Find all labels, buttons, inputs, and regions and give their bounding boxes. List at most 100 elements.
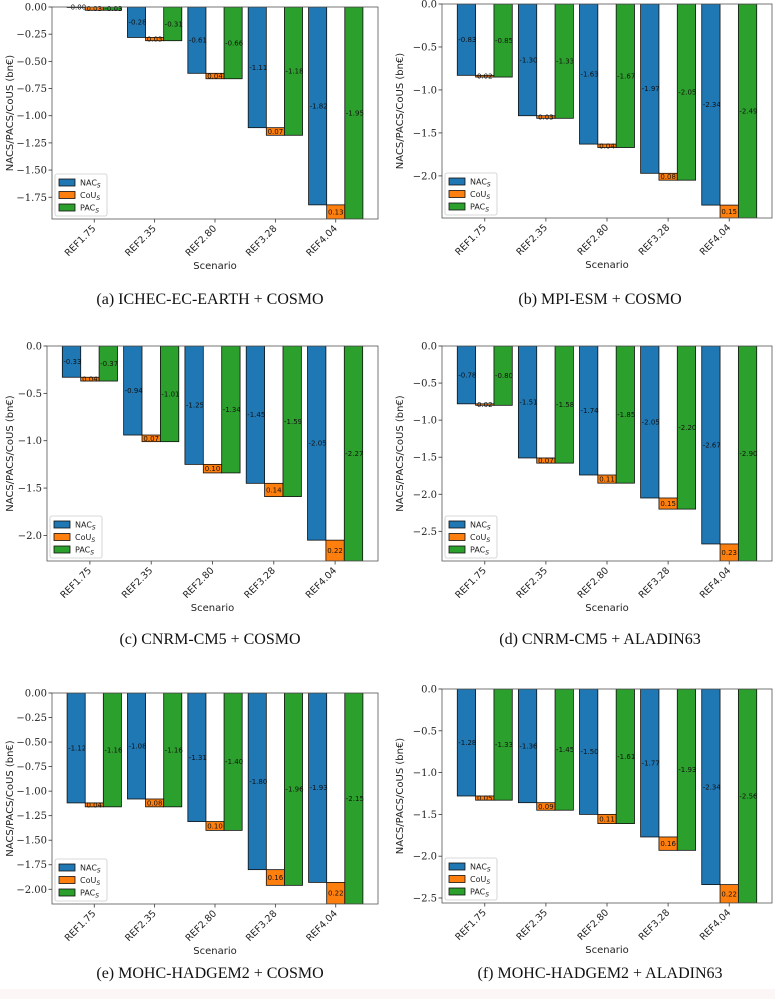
chart-d: -0.78 0.02 -0.80 REF1.75 -1.51 0.07 -1.58 REF2.…: [395, 342, 773, 614]
legend-label-pac: PACS: [470, 203, 489, 214]
bar-label-nac: -1.82: [310, 102, 328, 110]
bar-pac: [737, 4, 758, 218]
bar-nac: [640, 346, 660, 499]
bar-nac: [456, 346, 477, 405]
legend-swatch-cou: [448, 190, 466, 198]
y-tick-label: −2.0: [413, 490, 437, 501]
bar-nac: [640, 4, 660, 174]
bar-label-nac: -1.12: [68, 744, 86, 752]
x-tick-label: REF2.80: [184, 223, 220, 259]
y-tick-label: −2.0: [18, 531, 42, 542]
panel-e: -1.12 0.04 -1.16 REF1.75 -1.08 0.08 -1.16 REF2.…: [0, 680, 390, 999]
y-tick-label: −1.0: [18, 436, 42, 447]
plot-frame: [441, 345, 773, 562]
bar-pac: [102, 7, 122, 11]
bar-nac: [247, 7, 267, 129]
x-tick-label: REF2.80: [181, 565, 217, 601]
bar-label-pac: -2.20: [678, 424, 696, 432]
x-tick-label: REF1.75: [453, 565, 489, 601]
bar-pac: [159, 346, 180, 443]
y-axis-label: NACS/PACS/CoUS (bn€): [395, 738, 406, 854]
x-tick-label: REF1.75: [453, 222, 489, 258]
bars-group: [66, 693, 364, 904]
bar-label-pac: -1.93: [678, 766, 696, 774]
bar-label-pac: -0.85: [495, 37, 513, 45]
caption-d: (d) CNRM-CM5 + ALADIN63: [499, 631, 701, 648]
legend-label-cou: CoUS: [80, 876, 100, 887]
bar-nac: [579, 689, 599, 815]
bar-nac: [123, 346, 143, 436]
bar-label-nac: -2.05: [642, 418, 660, 426]
x-tick-label: REF2.35: [514, 222, 550, 258]
page-bottom-band: [0, 989, 775, 999]
plot-frame: [441, 3, 773, 219]
bar-label-pac: -0.66: [225, 39, 244, 47]
legend-swatch-cou: [448, 875, 466, 883]
bar-label-nac: -2.34: [703, 783, 722, 791]
legend-label-pac: PACS: [80, 889, 99, 900]
bar-label-nac: -1.97: [642, 85, 660, 93]
bar-label-nac: -1.63: [581, 71, 599, 79]
bar-label-cou: 0.10: [207, 822, 223, 830]
bar-label-nac: -2.05: [309, 440, 327, 448]
bar-pac: [554, 4, 574, 119]
bar-pac: [284, 7, 303, 136]
legend-label-pac: PACS: [80, 204, 99, 215]
bar-label-cou: 0.04: [82, 376, 98, 384]
legend-swatch-nac: [448, 177, 466, 186]
x-axis-label: Scenario: [191, 603, 234, 614]
bar-label-pac: -1.45: [556, 746, 574, 754]
bar-label-pac: -0.31: [165, 20, 183, 28]
bar-label-cou: 0.07: [143, 435, 159, 443]
legend-label-cou: CoUS: [470, 190, 490, 201]
bar-label-nac: -1.25: [186, 402, 204, 410]
y-tick-label: −1.5: [18, 484, 42, 495]
bar-label-pac: -2.56: [739, 793, 758, 801]
bar-nac: [701, 689, 721, 886]
x-tick-label: REF4.04: [698, 907, 734, 943]
bar-label-pac: -1.16: [165, 746, 184, 754]
x-tick-label: REF3.28: [637, 222, 673, 258]
legend-label-pac: PACS: [470, 546, 489, 557]
bar-label-pac: -2.90: [739, 450, 757, 458]
bar-nac: [579, 346, 599, 476]
y-tick-label: −0.50: [16, 57, 47, 68]
chart-c: -0.33 0.04-0.37 REF1.75 -0.94 0.07 -1.01 REF2.…: [5, 342, 379, 614]
x-tick-label: REF1.75: [59, 565, 95, 601]
bar-label-pac: -1.61: [617, 753, 635, 761]
y-tick-label: −0.25: [16, 30, 47, 41]
x-tick-label: REF2.35: [123, 223, 159, 259]
bar-label-cou: 0.08: [660, 173, 676, 181]
panel-f: -1.28 0.05 -1.33 REF1.75 -1.36 0.09 -1.45 REF2.…: [390, 680, 775, 999]
bar-label-pac: -1.58: [556, 401, 574, 409]
y-tick-label: −1.5: [413, 810, 437, 821]
y-tick-label: −0.25: [16, 713, 47, 724]
bar-label-pac: -1.18: [285, 68, 303, 76]
bar-label-pac: -1.33: [556, 58, 574, 66]
legend-swatch-cou: [58, 876, 76, 884]
bar-nac: [307, 346, 327, 541]
bar-pac: [221, 346, 241, 474]
bar-label-cou: 0.13: [328, 208, 344, 216]
bar-label-cou: 0.04: [599, 142, 615, 150]
bar-label-cou: 0.07: [268, 128, 284, 136]
y-tick-label: 0.0: [421, 342, 437, 353]
y-axis-label: NACS/PACS/CoUS (bn€): [5, 740, 16, 856]
y-tick-label: −2.5: [413, 527, 437, 538]
panel-a: -0.00 0.03 -0.03 REF1.75 -0.28 0.03 -0.31 REF2.…: [0, 0, 390, 330]
bar-label-nac: -1.77: [642, 759, 660, 767]
bar-pac: [493, 346, 513, 406]
bar-label-nac: -2.34: [703, 101, 722, 109]
bar-label-pac: -1.96: [285, 786, 304, 794]
y-tick-label: −0.75: [16, 762, 47, 773]
bar-label-pac: -2.27: [345, 450, 363, 458]
bar-label-pac: -1.34: [223, 406, 242, 414]
legend-swatch-pac: [58, 203, 76, 212]
caption-e: (e) MOHC-HADGEM2 + COSMO: [96, 965, 324, 982]
legend-swatch-pac: [448, 545, 466, 554]
bar-nac: [184, 346, 204, 465]
legend-swatch-pac: [53, 545, 71, 554]
legend-swatch-pac: [58, 888, 76, 897]
bar-label-nac: -2.67: [703, 441, 721, 449]
